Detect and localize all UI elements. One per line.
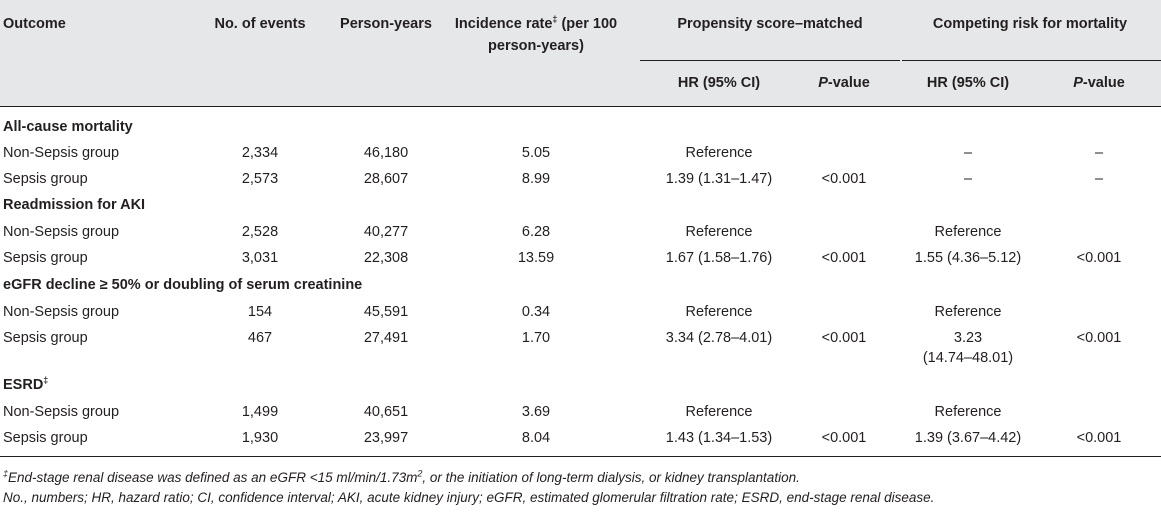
row-cr-hr: 1.55 (4.36–5.12) bbox=[914, 250, 1022, 266]
row-psm-hr: 3.34 (2.78–4.01) bbox=[665, 330, 773, 346]
row-events: 2,528 bbox=[241, 224, 279, 240]
row-events: 3,031 bbox=[241, 250, 279, 266]
header-events: No. of events bbox=[214, 16, 306, 32]
row-cr-hr: Reference bbox=[934, 304, 1002, 320]
competing-subrule bbox=[902, 60, 1161, 61]
header-incidence: Incidence rate‡ (per 100 bbox=[454, 14, 618, 32]
footnote-abbreviations: No., numbers; HR, hazard ratio; CI, conf… bbox=[3, 490, 935, 505]
row-rate: 13.59 bbox=[517, 250, 555, 266]
row-person-years: 27,491 bbox=[363, 330, 409, 346]
row-person-years: 40,277 bbox=[363, 224, 409, 240]
row-psm-hr: Reference bbox=[685, 224, 753, 240]
row-person-years: 46,180 bbox=[363, 145, 409, 161]
header-psm: Propensity score–matched bbox=[677, 16, 863, 32]
row-rate: 8.99 bbox=[521, 171, 551, 187]
row-rate: 8.04 bbox=[521, 430, 551, 446]
row-psm-hr: 1.67 (1.58–1.76) bbox=[665, 250, 773, 266]
row-person-years: 22,308 bbox=[363, 250, 409, 266]
row-events: 467 bbox=[247, 330, 273, 346]
header-cr-p: P-value bbox=[1073, 75, 1125, 91]
table-bottom-rule bbox=[0, 456, 1161, 457]
row-person-years: 45,591 bbox=[363, 304, 409, 320]
row-cr-p: – bbox=[1094, 145, 1104, 161]
row-cr-hr: – bbox=[963, 171, 973, 187]
row-psm-p: <0.001 bbox=[821, 430, 867, 446]
row-person-years: 40,651 bbox=[363, 404, 409, 420]
row-rate: 5.05 bbox=[521, 145, 551, 161]
header-outcome: Outcome bbox=[3, 16, 66, 32]
row-psm-p: <0.001 bbox=[821, 250, 867, 266]
row-cr-hr: Reference bbox=[934, 404, 1002, 420]
footnote-esrd: ‡End-stage renal disease was defined as … bbox=[3, 468, 800, 485]
section-title: eGFR decline ≥ 50% or doubling of serum … bbox=[3, 277, 363, 293]
header-cr-hr: HR (95% CI) bbox=[926, 75, 1010, 91]
row-rate: 0.34 bbox=[521, 304, 551, 320]
row-psm-hr: Reference bbox=[685, 145, 753, 161]
section-title: All-cause mortality bbox=[3, 119, 133, 135]
row-cr-p: <0.001 bbox=[1076, 250, 1122, 266]
row-group: Sepsis group bbox=[3, 430, 88, 446]
row-group: Sepsis group bbox=[3, 250, 88, 266]
section-title: Readmission for AKI bbox=[3, 197, 146, 213]
row-group: Non-Sepsis group bbox=[3, 224, 120, 240]
row-group: Non-Sepsis group bbox=[3, 145, 120, 161]
header-bottom-rule bbox=[0, 106, 1161, 107]
row-events: 154 bbox=[247, 304, 273, 320]
row-psm-hr: Reference bbox=[685, 404, 753, 420]
row-psm-hr: 1.43 (1.34–1.53) bbox=[665, 430, 773, 446]
row-events: 1,499 bbox=[241, 404, 279, 420]
row-rate: 1.70 bbox=[521, 330, 551, 346]
row-psm-hr: 1.39 (1.31–1.47) bbox=[665, 171, 773, 187]
row-cr-hr: 1.39 (3.67–4.42) bbox=[914, 430, 1022, 446]
row-cr-hr-ci: (14.74–48.01) bbox=[922, 350, 1014, 366]
row-cr-p: <0.001 bbox=[1076, 330, 1122, 346]
section-title: ESRD‡ bbox=[3, 375, 49, 393]
row-rate: 3.69 bbox=[521, 404, 551, 420]
row-group: Sepsis group bbox=[3, 330, 88, 346]
row-group: Sepsis group bbox=[3, 171, 88, 187]
row-rate: 6.28 bbox=[521, 224, 551, 240]
row-cr-p: <0.001 bbox=[1076, 430, 1122, 446]
row-group: Non-Sepsis group bbox=[3, 304, 120, 320]
header-incidence-line2: person-years) bbox=[488, 38, 584, 54]
row-person-years: 28,607 bbox=[363, 171, 409, 187]
header-psm-p: P-value bbox=[818, 75, 870, 91]
row-cr-hr: 3.23 bbox=[953, 330, 983, 346]
row-events: 2,573 bbox=[241, 171, 279, 187]
row-person-years: 23,997 bbox=[363, 430, 409, 446]
table-header-background bbox=[0, 0, 1161, 107]
header-competing: Competing risk for mortality bbox=[932, 16, 1128, 32]
row-events: 1,930 bbox=[241, 430, 279, 446]
row-cr-p: – bbox=[1094, 171, 1104, 187]
row-psm-p: <0.001 bbox=[821, 330, 867, 346]
header-psm-hr: HR (95% CI) bbox=[677, 75, 761, 91]
row-group: Non-Sepsis group bbox=[3, 404, 120, 420]
row-cr-hr: Reference bbox=[934, 224, 1002, 240]
row-cr-hr: – bbox=[963, 145, 973, 161]
row-psm-hr: Reference bbox=[685, 304, 753, 320]
row-psm-p: <0.001 bbox=[821, 171, 867, 187]
header-person-years: Person-years bbox=[340, 16, 432, 32]
psm-subrule bbox=[640, 60, 900, 61]
row-events: 2,334 bbox=[241, 145, 279, 161]
